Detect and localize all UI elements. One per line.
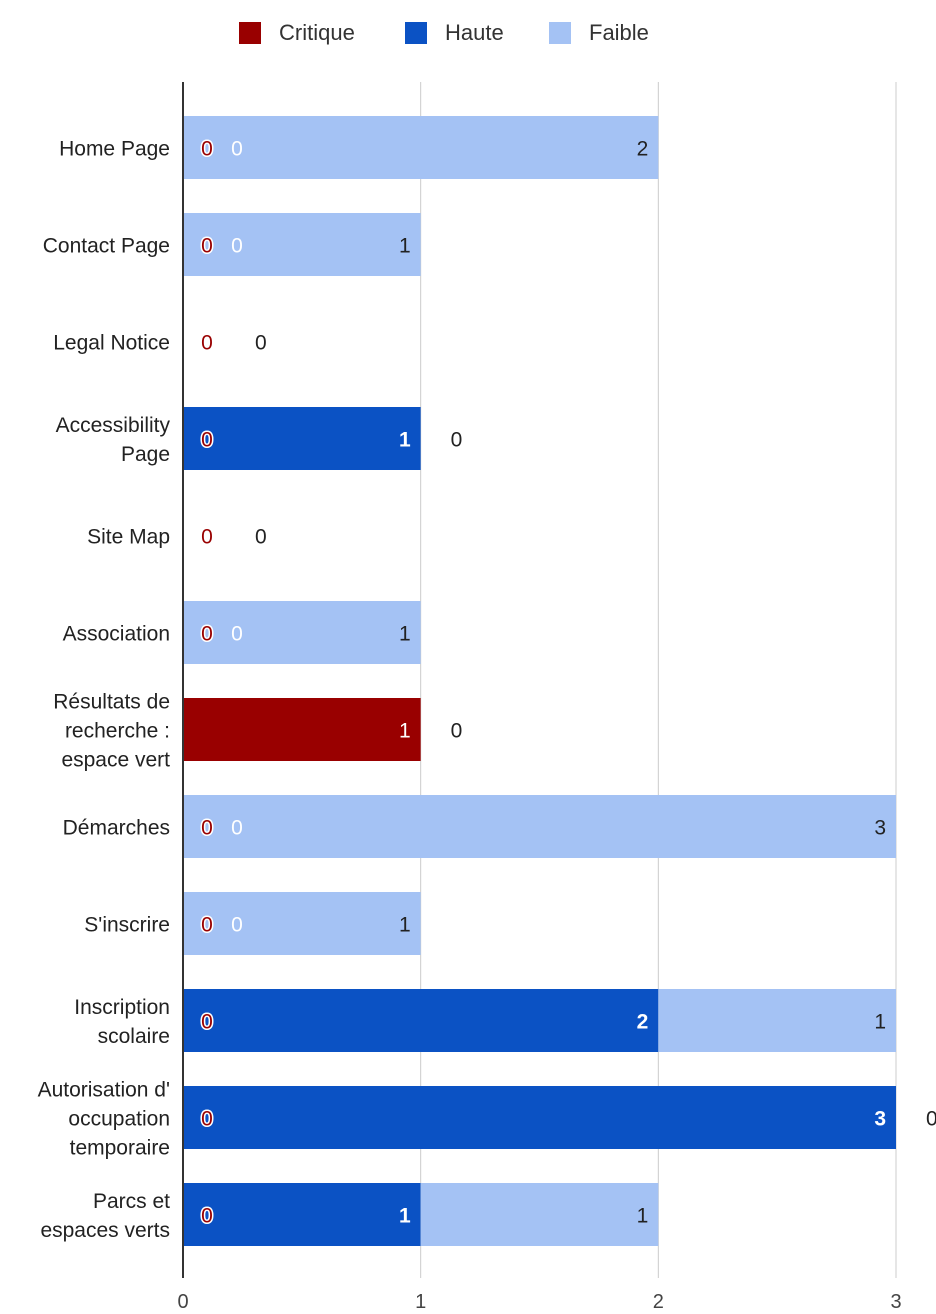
category-label: S'inscrire — [84, 914, 170, 937]
data-label-faible: 3 — [874, 817, 886, 840]
data-labels: 0 0 20 0 10 00 1 00 00 0 11 00 0 30 0 10 2 10 3 00 1 1 — [200, 136, 936, 1229]
x-tick-label: 0 — [177, 1291, 188, 1313]
data-label-faible: 0 — [926, 1108, 936, 1131]
gridlines — [420, 82, 897, 1278]
category-label: Contact Page — [43, 235, 170, 258]
data-label-critique: 0 — [201, 817, 213, 840]
bar-faible — [420, 1183, 659, 1246]
category-label: Inscription scolaire — [74, 996, 170, 1048]
data-label-critique: 0 — [201, 429, 213, 452]
axes: 0 1 2 3 Home Page Contact Page Legal Notice Acc… — [38, 82, 902, 1313]
bar-haute — [183, 989, 659, 1052]
data-label-faible: 0 — [451, 720, 463, 743]
legend-label-haute: Haute — [445, 20, 504, 45]
data-label-faible: 1 — [399, 914, 411, 937]
data-label-critique: 0 — [201, 623, 213, 646]
category-label: Autorisation d' occupation temporaire — [38, 1079, 170, 1160]
data-label-haute: 1 — [399, 1205, 411, 1228]
data-label-critique: 0 — [201, 235, 213, 258]
x-tick-label: 3 — [890, 1291, 901, 1313]
data-label-faible: 0 — [255, 526, 267, 549]
data-label-haute: 0 — [231, 623, 243, 646]
category-label: Site Map — [87, 526, 170, 549]
data-label-haute: 0 — [231, 914, 243, 937]
data-label-faible: 1 — [637, 1205, 649, 1228]
category-label: Démarches — [63, 817, 170, 840]
data-label-faible: 1 — [874, 1011, 886, 1034]
bar-faible — [183, 213, 421, 276]
bar-haute — [183, 1086, 896, 1149]
data-label-faible: 1 — [399, 623, 411, 646]
data-label-critique: 0 — [201, 914, 213, 937]
data-label-faible: 0 — [451, 429, 463, 452]
bar-faible — [183, 116, 659, 179]
category-label: Legal Notice — [53, 332, 170, 355]
bar-haute — [183, 407, 421, 470]
category-label: Parcs et espaces verts — [40, 1190, 170, 1242]
data-label-haute: 3 — [874, 1108, 886, 1131]
data-label-critique: 0 — [201, 138, 213, 161]
data-label-critique: 0 — [201, 332, 213, 355]
category-label: Association — [63, 623, 170, 646]
data-label-critique: 0 — [201, 1108, 213, 1131]
x-tick-label: 1 — [415, 1291, 426, 1313]
bar-critique — [183, 698, 421, 761]
bar-faible — [183, 892, 421, 955]
legend-swatch-haute — [405, 22, 427, 44]
category-label: Home Page — [59, 138, 170, 161]
data-label-haute: 0 — [231, 138, 243, 161]
legend: Critique Haute Faible — [239, 20, 649, 45]
data-label-critique: 0 — [201, 1011, 213, 1034]
data-label-haute: 0 — [231, 817, 243, 840]
data-label-haute: 0 — [231, 235, 243, 258]
data-label-critique: 0 — [201, 526, 213, 549]
data-label-faible: 1 — [399, 235, 411, 258]
bar-faible — [658, 989, 896, 1052]
data-label-haute: 2 — [637, 1011, 649, 1034]
category-label: Résultats de recherche : espace vert — [53, 691, 170, 772]
x-tick-label: 2 — [653, 1291, 664, 1313]
legend-label-faible: Faible — [589, 20, 649, 45]
legend-swatch-critique — [239, 22, 261, 44]
data-label-haute: 1 — [399, 429, 411, 452]
bars — [183, 116, 896, 1246]
bar-faible — [183, 601, 421, 664]
bar-haute — [183, 1183, 421, 1246]
legend-swatch-faible — [549, 22, 571, 44]
data-label-critique: 0 — [201, 1205, 213, 1228]
data-label-faible: 0 — [255, 332, 267, 355]
bar-faible — [183, 795, 896, 858]
data-label-faible: 2 — [637, 138, 649, 161]
category-label: Accessibility Page — [56, 414, 171, 466]
data-label-critique: 1 — [399, 720, 411, 743]
legend-label-critique: Critique — [279, 20, 355, 45]
